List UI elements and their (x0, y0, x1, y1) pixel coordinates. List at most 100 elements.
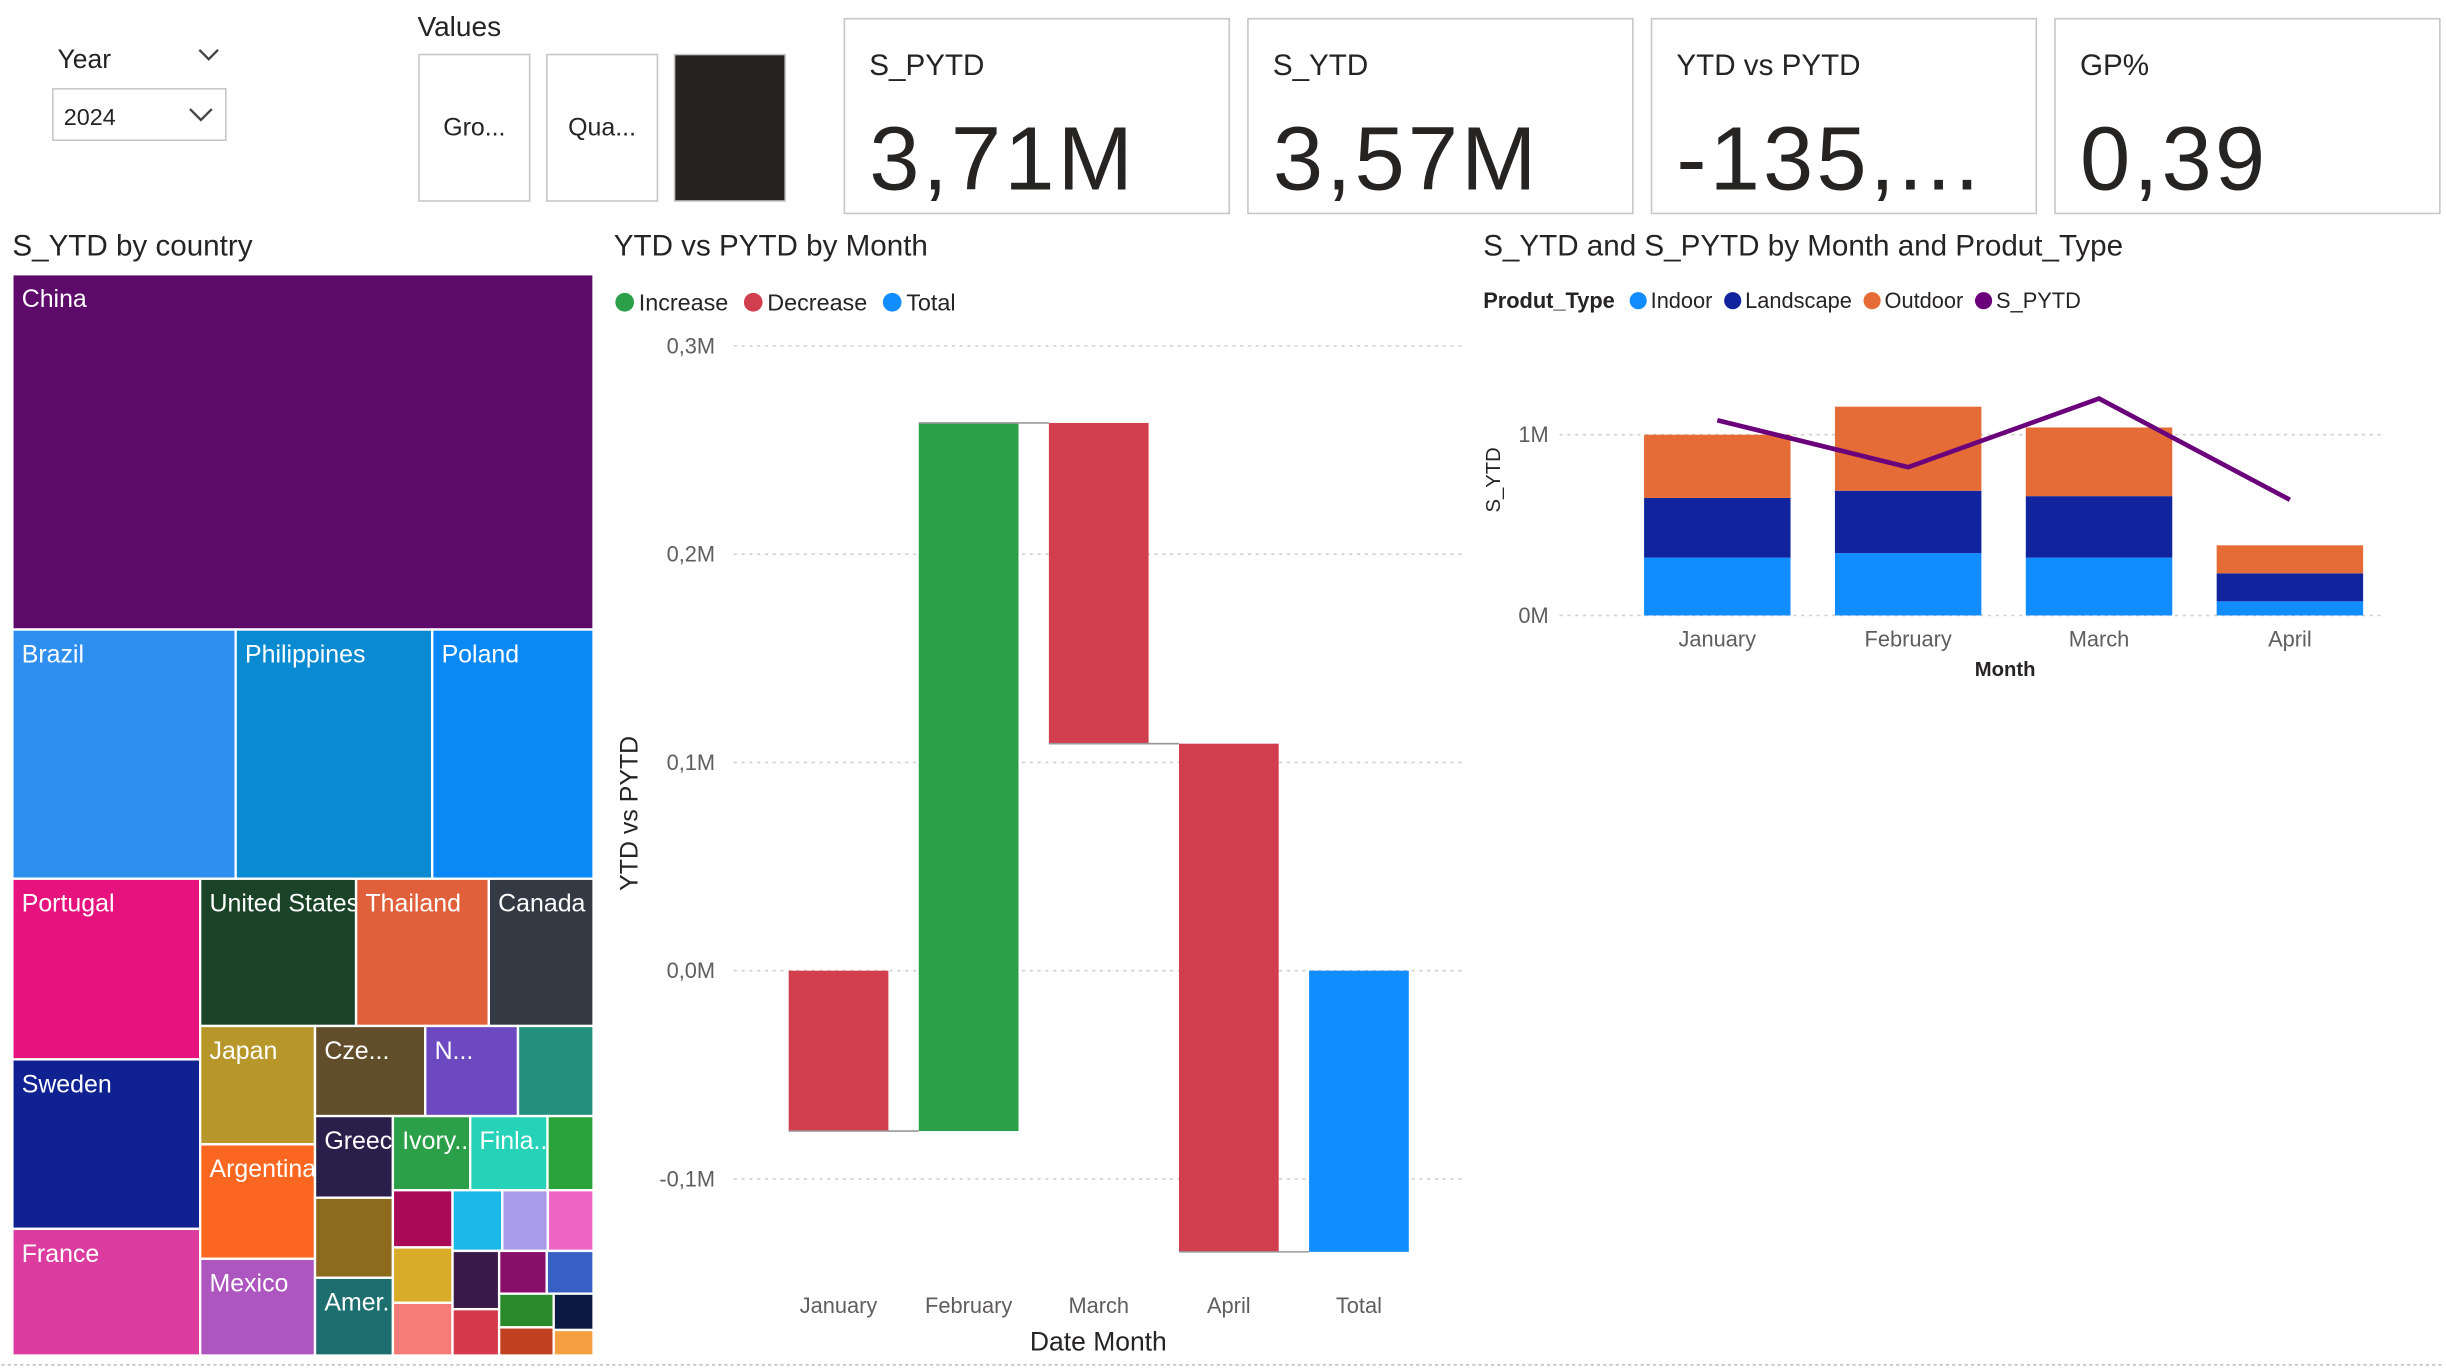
slicer-label: Year (58, 44, 112, 74)
dropdown-chevron (189, 108, 213, 122)
kpi-label: S_YTD (1273, 49, 1368, 82)
treemap-tile (545, 1249, 595, 1295)
legend-marker (743, 292, 763, 312)
x-tick-label: January (1679, 626, 1757, 651)
chart-title: S_YTD and S_PYTD by Month and Produt_Typ… (1483, 230, 2123, 263)
legend-marker (615, 292, 635, 312)
treemap-tile (199, 877, 358, 1028)
legend-label: Total (906, 289, 955, 315)
x-tick-label: February (1865, 626, 1952, 651)
stacked-bar (1644, 557, 1791, 616)
stacked-bar (1644, 497, 1791, 558)
x-tick-label: March (1068, 1293, 1129, 1318)
value-button[interactable] (673, 53, 786, 202)
treemap-label: Portugal (22, 890, 115, 918)
treemap-tile (11, 273, 595, 631)
y-tick-label: 1M (1518, 422, 1548, 447)
waterfall-bar (918, 422, 1019, 1132)
treemap-label: Canada (498, 890, 585, 918)
treemap-label: Brazil (22, 640, 84, 668)
treemap-tile (431, 628, 595, 880)
waterfall-bar (1178, 743, 1279, 1252)
treemap-label: Argentina (210, 1155, 317, 1183)
stacked-bar (2216, 601, 2364, 616)
treemap-tile (391, 1189, 454, 1249)
legend-marker (882, 292, 902, 312)
treemap-tile (391, 1246, 454, 1304)
treemap-tile (313, 1024, 427, 1118)
legend-marker (1724, 292, 1742, 310)
kpi-value: 3,57M (1273, 108, 1540, 209)
legend-title: Produt_Type (1483, 288, 1615, 313)
treemap-tile (552, 1292, 595, 1332)
legend-marker (1629, 292, 1647, 310)
legend-label: S_PYTD (1996, 288, 2081, 313)
treemap-tile (234, 628, 434, 880)
treemap-tile (451, 1249, 501, 1311)
legend-label: Landscape (1745, 288, 1852, 313)
treemap-tile (199, 1257, 317, 1357)
treemap-tile (424, 1024, 520, 1118)
treemap-tile (451, 1307, 501, 1357)
x-tick-label: Total (1336, 1293, 1382, 1318)
treemap-tile (391, 1114, 472, 1192)
stacked-bar (2216, 573, 2364, 602)
x-axis-title: Date Month (1030, 1327, 1167, 1357)
treemap-tile (354, 877, 490, 1028)
stacked-bar (1834, 490, 1982, 554)
treemap-label: Finla... (480, 1127, 555, 1155)
treemap-label: China (22, 285, 87, 313)
treemap-label: Poland (442, 640, 520, 668)
kpi-label: S_PYTD (869, 49, 984, 82)
stacked-bar (2025, 557, 2173, 616)
treemap-tile (11, 877, 202, 1061)
value-button-label: Qua... (568, 114, 636, 142)
kpi-value: 0,39 (2080, 108, 2268, 209)
treemap-tile (516, 1024, 595, 1118)
treemap-tile (313, 1196, 395, 1279)
treemap-label: N... (435, 1037, 474, 1065)
treemap-tile (199, 1143, 317, 1260)
legend-label: Decrease (767, 289, 867, 315)
x-tick-label: March (2069, 626, 2130, 651)
stacked-bar (1834, 553, 1982, 616)
slicer-value: 2024 (64, 104, 116, 130)
slicer-collapse[interactable] (198, 49, 219, 61)
waterfall-bar (1048, 422, 1149, 744)
kpi-label: GP% (2080, 49, 2149, 82)
kpi-card (2054, 17, 2441, 215)
treemap-tile (497, 1292, 555, 1329)
treemap-label: Thailand (365, 890, 461, 918)
stacked-bar (2025, 496, 2173, 558)
treemap-tile (501, 1189, 550, 1253)
legend-marker (1863, 292, 1881, 310)
kpi-label: YTD vs PYTD (1676, 49, 1860, 82)
value-button-label: Sal... (701, 114, 758, 142)
treemap-tile (497, 1326, 555, 1357)
treemap-label: Cze... (324, 1037, 389, 1065)
legend-label: Increase (639, 289, 729, 315)
x-axis-title: Month (1975, 659, 2036, 681)
waterfall-bar (1309, 970, 1409, 1252)
treemap-tile (11, 1058, 202, 1231)
treemap-tile (451, 1189, 504, 1253)
stacked-bar (1644, 434, 1791, 498)
waterfall-bar (788, 970, 889, 1132)
chart-title: S_YTD by country (12, 230, 252, 263)
legend-label: Outdoor (1885, 288, 1964, 313)
treemap-label: Sweden (22, 1070, 112, 1098)
y-tick-label: 0,1M (667, 750, 715, 775)
y-tick-label: 0,3M (667, 333, 715, 358)
treemap-tile (552, 1328, 595, 1357)
value-button-label: Gro... (443, 114, 505, 142)
treemap-label: Ivory... (402, 1127, 475, 1155)
treemap-tile (391, 1301, 454, 1357)
line-series (1716, 396, 2291, 502)
stacked-bar (2025, 427, 2173, 497)
y-axis-title: YTD vs PYTD (615, 736, 643, 891)
legend-label: Indoor (1651, 288, 1713, 313)
values-title: Values (417, 11, 501, 42)
value-button[interactable] (546, 53, 659, 202)
value-button[interactable] (418, 53, 531, 202)
